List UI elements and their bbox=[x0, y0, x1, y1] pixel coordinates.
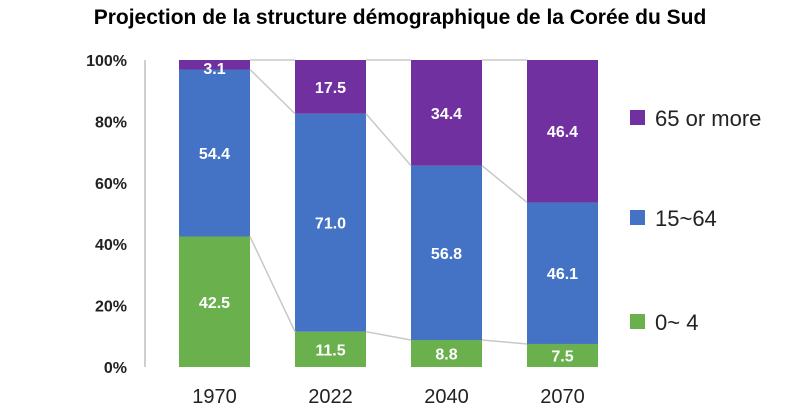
data-label: 11.5 bbox=[315, 342, 345, 359]
bar-segment bbox=[527, 202, 598, 344]
bar-segment bbox=[527, 60, 598, 203]
bar-segment bbox=[179, 236, 250, 367]
bar-segment bbox=[411, 339, 482, 367]
series-connector-line bbox=[249, 68, 296, 115]
series-connector-line bbox=[365, 330, 412, 341]
y-tick-label: 60% bbox=[95, 176, 127, 193]
x-category-label: 2070 bbox=[540, 386, 585, 408]
data-label: 56.8 bbox=[431, 246, 462, 263]
bar-segment bbox=[295, 113, 366, 332]
legend-swatch bbox=[630, 110, 645, 125]
legend-label: 15~64 bbox=[655, 206, 717, 231]
legend-label: 65 or more bbox=[655, 106, 761, 131]
data-label: 8.8 bbox=[435, 346, 457, 363]
x-category-label: 2040 bbox=[424, 386, 469, 408]
x-category-label: 2022 bbox=[308, 386, 353, 408]
series-connector-line bbox=[481, 165, 528, 204]
data-label: 34.4 bbox=[431, 106, 462, 123]
y-tick-label: 40% bbox=[95, 237, 127, 254]
data-label: 46.1 bbox=[547, 266, 578, 283]
y-tick-label: 0% bbox=[104, 360, 127, 377]
data-label: 71.0 bbox=[315, 216, 346, 233]
y-tick-label: 80% bbox=[95, 114, 127, 131]
x-category-label: 1970 bbox=[192, 386, 237, 408]
y-tick-label: 20% bbox=[95, 299, 127, 316]
data-label: 7.5 bbox=[551, 348, 573, 365]
series-connector-line bbox=[365, 113, 412, 167]
bar-segment bbox=[295, 60, 366, 114]
legend-swatch bbox=[630, 314, 645, 329]
bar-segment bbox=[295, 331, 366, 367]
data-label: 42.5 bbox=[199, 295, 230, 312]
legend-swatch bbox=[630, 210, 645, 225]
bar-segment bbox=[411, 165, 482, 340]
chart-title: Projection de la structure démographique… bbox=[93, 6, 707, 29]
data-label: 17.5 bbox=[315, 80, 346, 97]
data-label: 54.4 bbox=[199, 146, 230, 163]
legend-label: 0~ 4 bbox=[655, 310, 698, 335]
bar-segment bbox=[527, 343, 598, 367]
series-connector-line bbox=[249, 236, 296, 333]
bar-segment bbox=[179, 60, 250, 70]
series-connector-line bbox=[481, 339, 528, 345]
y-tick-label: 100% bbox=[86, 53, 127, 70]
data-label: 46.4 bbox=[547, 124, 578, 141]
bar-segment bbox=[179, 69, 250, 237]
bar-segment bbox=[411, 60, 482, 166]
data-label: 3.1 bbox=[203, 61, 225, 78]
